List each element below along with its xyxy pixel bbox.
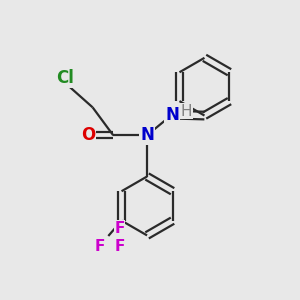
Text: F: F bbox=[114, 221, 125, 236]
Text: N: N bbox=[165, 106, 179, 124]
Text: Cl: Cl bbox=[56, 69, 74, 87]
Text: F: F bbox=[114, 239, 125, 254]
Text: O: O bbox=[81, 126, 95, 144]
Text: F: F bbox=[95, 239, 105, 254]
Text: H: H bbox=[181, 103, 192, 118]
Text: N: N bbox=[140, 126, 154, 144]
